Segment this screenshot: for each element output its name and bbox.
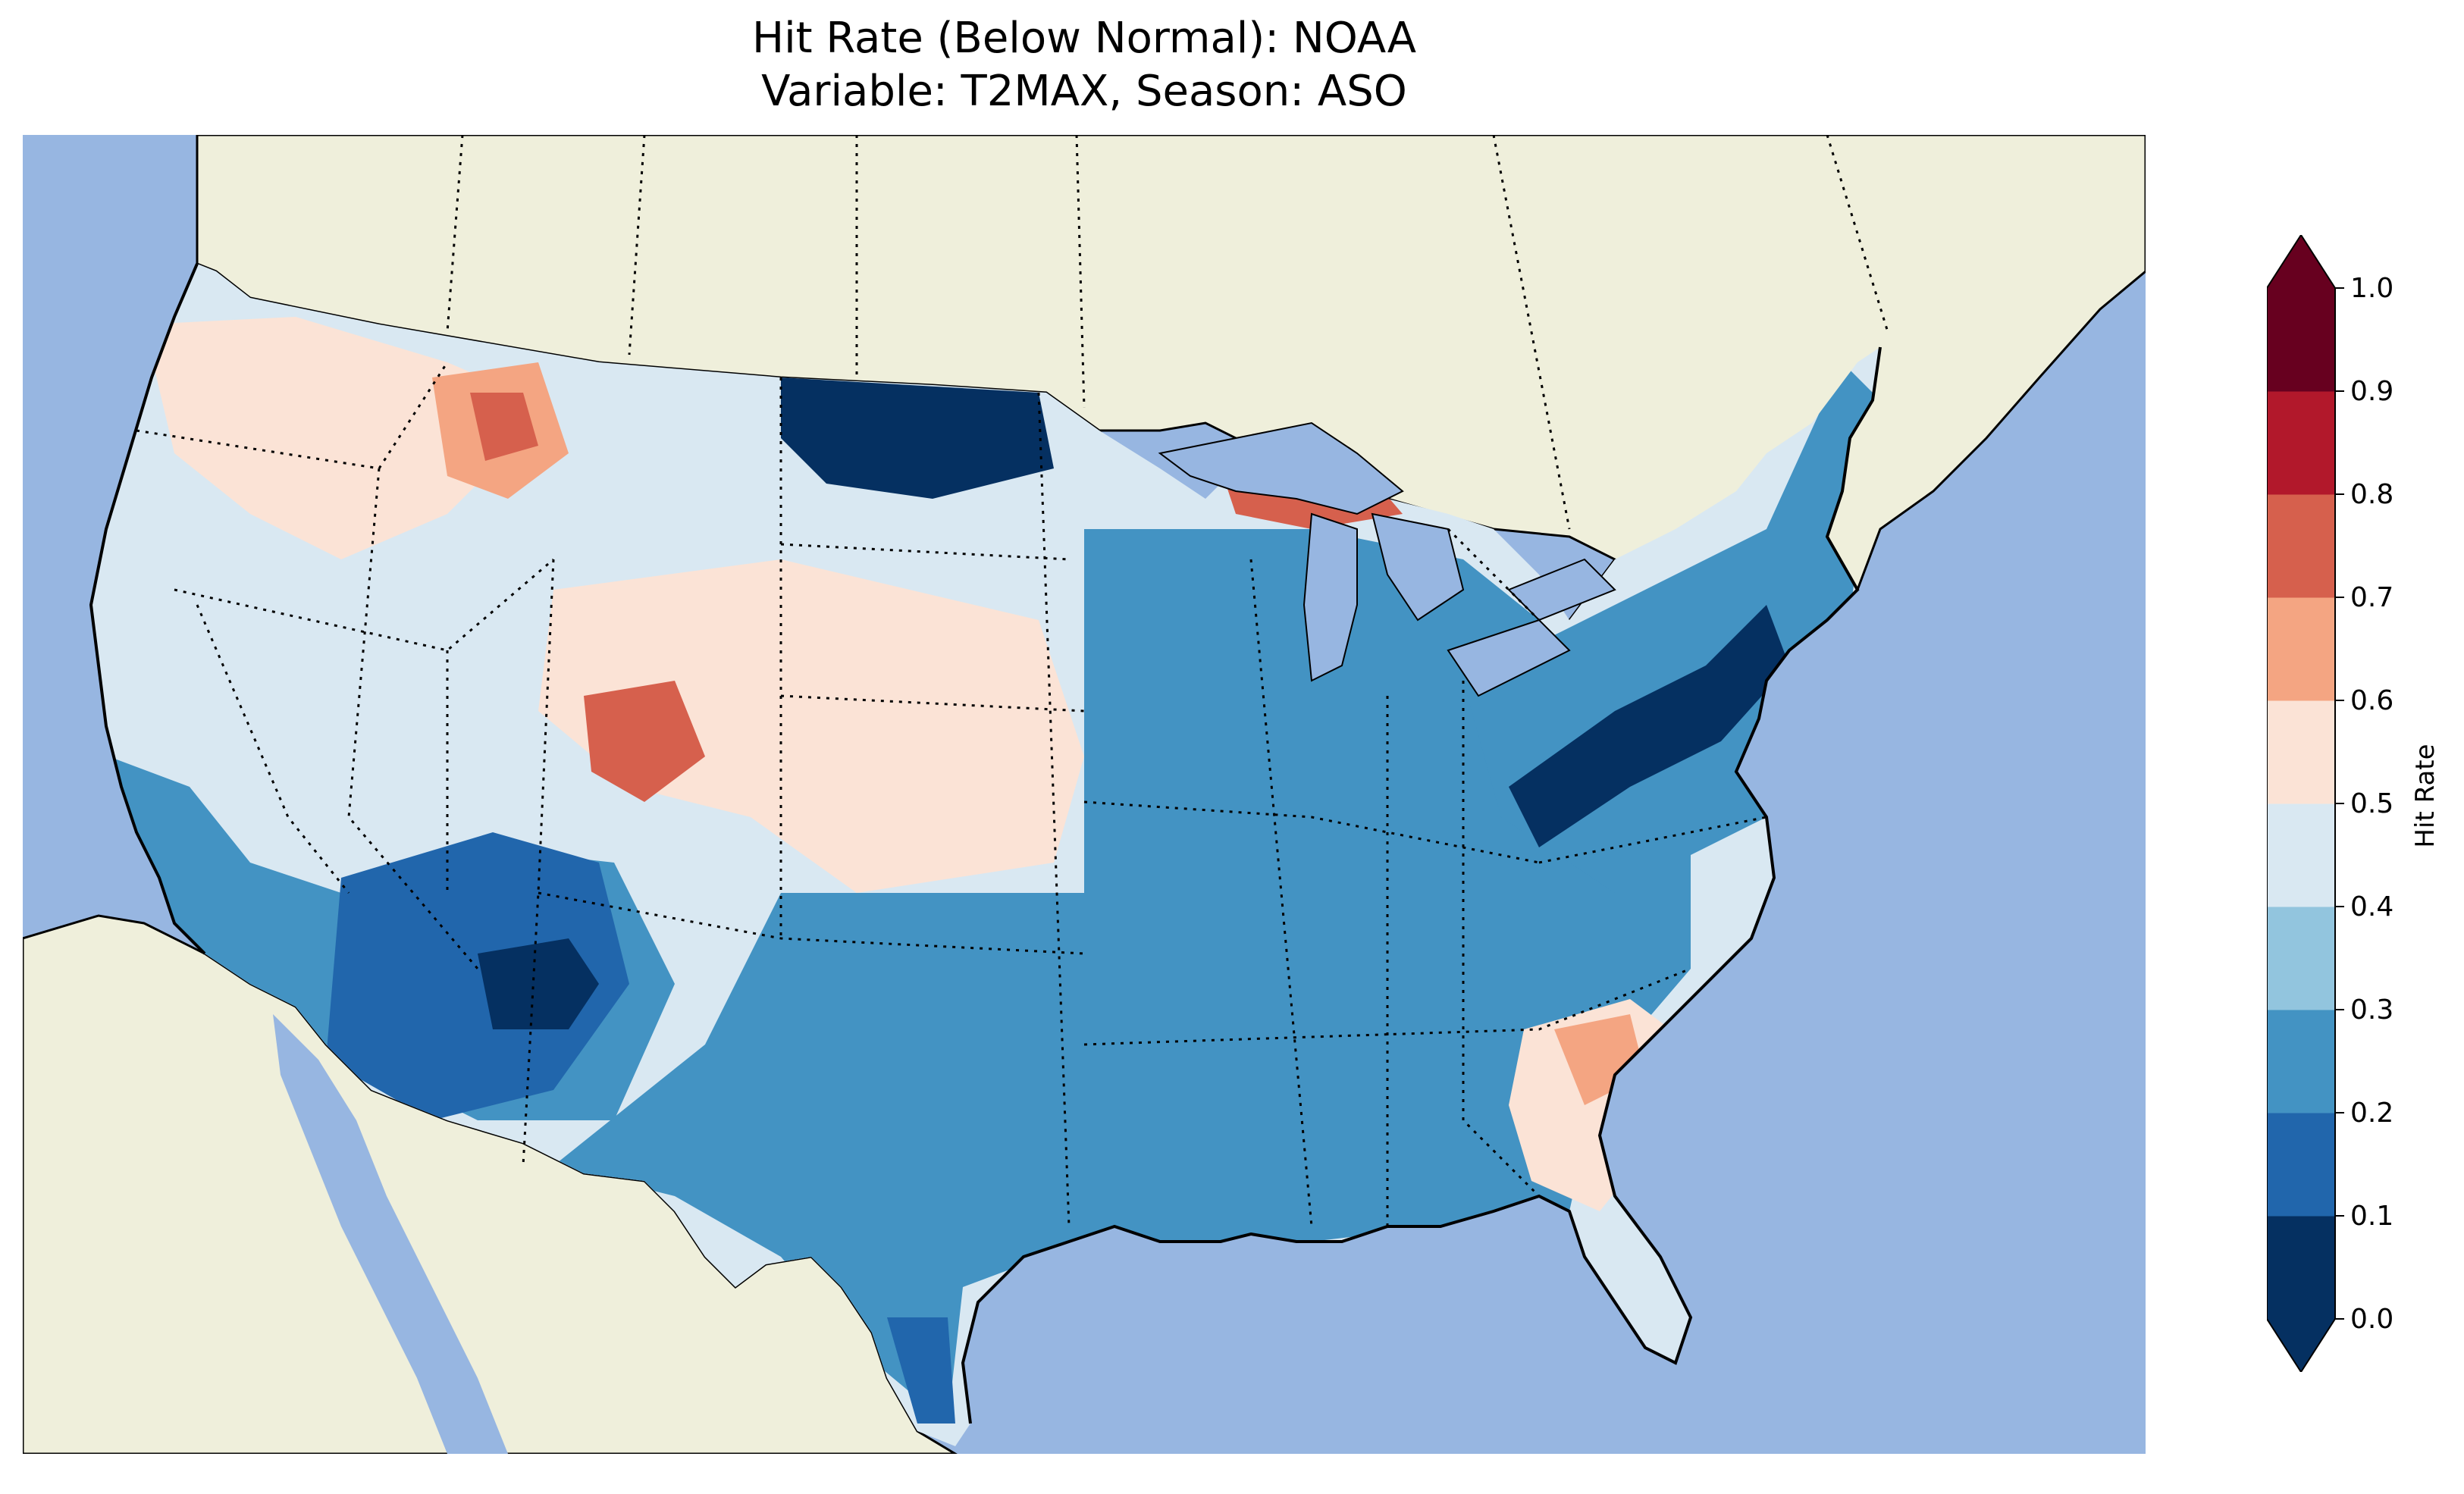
region-texas-midwest [553, 529, 1691, 1424]
canada-province-borders [446, 135, 1889, 530]
colorbar-tick-label: 0.0 [2350, 1304, 2393, 1335]
colorbar-tick-label: 0.5 [2350, 788, 2393, 819]
colorbar-tick-label: 0.8 [2350, 479, 2393, 510]
colorbar-tick-label: 0.7 [2350, 582, 2393, 613]
colorbar-bin [2267, 597, 2335, 701]
region-montana-core [470, 393, 538, 461]
colorbar-tick-label: 0.9 [2350, 376, 2393, 407]
region-southwest-darkest [478, 938, 599, 1029]
colorbar-bins [2267, 235, 2336, 1372]
colorbar-bin [2267, 803, 2335, 907]
map-title-line-2: Variable: T2MAX, Season: ASO [761, 67, 1407, 116]
colorbar-tick-label: 0.6 [2350, 685, 2393, 716]
colorbar-bin [2267, 494, 2335, 598]
colorbar-extend-min [2267, 1319, 2335, 1372]
region-northeast-corridor-low [1509, 605, 1789, 847]
colorbar-tick-label: 0.3 [2350, 994, 2393, 1026]
gulf-of-california [273, 1014, 508, 1454]
colorbar-label: Hit Rate [2410, 744, 2440, 847]
colorbar-bin [2267, 700, 2335, 804]
state-borders [136, 362, 1767, 1227]
colorbar-extend-max [2267, 235, 2335, 288]
colorbar-bin [2267, 1216, 2335, 1320]
colorbar: 0.0 0.1 0.2 0.3 0.4 0.5 0.6 0.7 0.8 0.9 1.0 Hit Ra… [2267, 235, 2440, 1372]
colorbar-tick-label: 0.2 [2350, 1098, 2393, 1129]
colorbar-ticks: 0.0 0.1 0.2 0.3 0.4 0.5 0.6 0.7 0.8 0.9 1.0 [2335, 273, 2393, 1335]
region-southwest-low [326, 832, 629, 1120]
region-north-texas-dark [887, 1317, 955, 1424]
colorbar-tick-label: 1.0 [2350, 273, 2393, 304]
great-lakes [1158, 421, 1616, 697]
colorbar-bin [2267, 1113, 2335, 1217]
region-central-plains-light [538, 559, 1084, 893]
colorbar-bin [2267, 907, 2335, 1010]
colorbar-tick-label: 0.1 [2350, 1201, 2393, 1232]
colorbar-tick-label: 0.4 [2350, 891, 2393, 922]
us-coastline [89, 263, 1882, 1424]
region-northern-plains-low [781, 377, 1054, 499]
region-wyoming-colorado-high [584, 681, 705, 802]
colorbar-bin [2267, 391, 2335, 495]
colorbar-bin [2267, 288, 2335, 392]
colorbar-bin [2267, 1010, 2335, 1113]
map-title-line-1: Hit Rate (Below Normal): NOAA [751, 14, 1417, 63]
hit-rate-map [23, 135, 2146, 1454]
